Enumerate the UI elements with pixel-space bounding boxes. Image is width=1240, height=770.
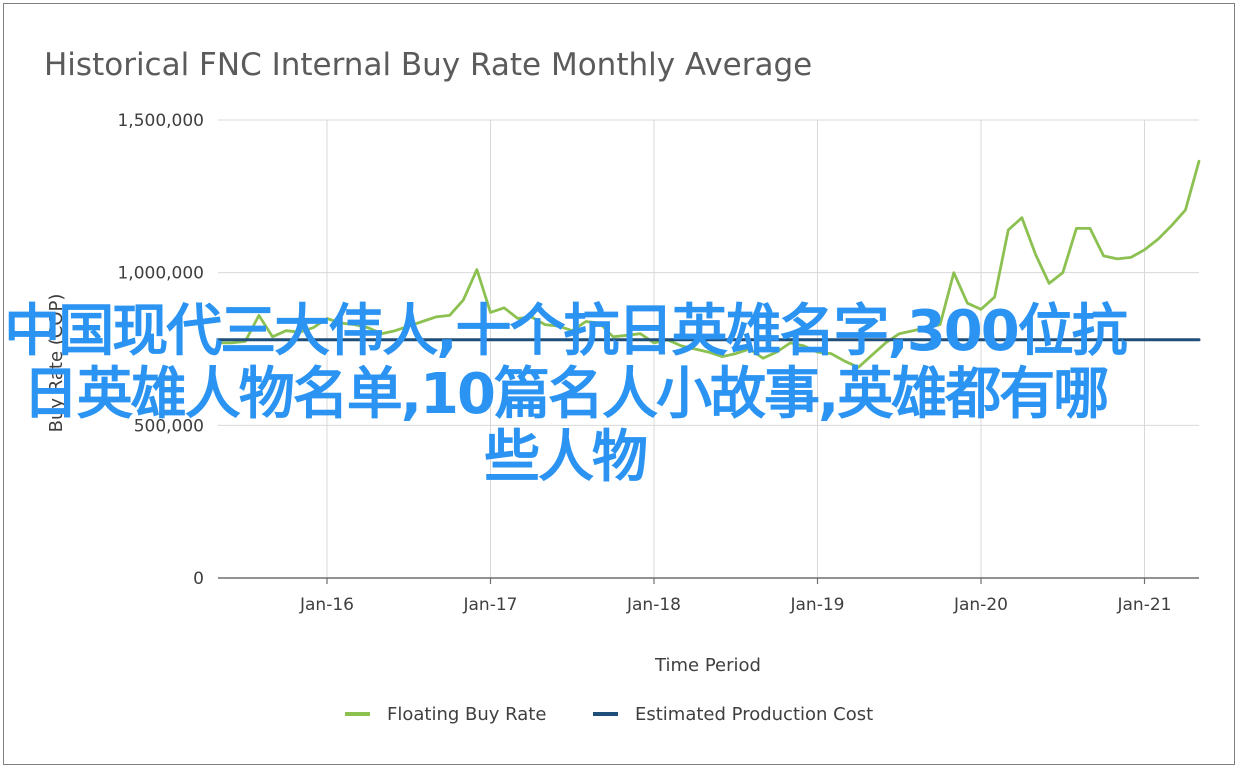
x-tick-label: Jan-19	[790, 595, 845, 615]
x-tick-label: Jan-16	[299, 595, 354, 615]
series-group	[216, 159, 1201, 369]
y-tick-label: 1,500,000	[117, 111, 204, 131]
grid-lines	[218, 119, 1199, 578]
x-axis-label: Time Period	[654, 655, 761, 676]
legend: Floating Buy Rate Estimated Production Co…	[345, 704, 873, 725]
chart-title: Historical FNC Internal Buy Rate Monthly…	[44, 47, 812, 83]
chart-frame	[3, 3, 1235, 765]
x-tick-label: Jan-20	[953, 595, 1008, 615]
y-tick-labels: 0 500,000 1,000,000 1,500,000	[117, 111, 204, 589]
y-tick-label: 0	[193, 569, 204, 589]
overlay-text: 中国现代三大伟人,十个抗日英雄名字,300位抗日英雄人物名单,10篇名人小故事,…	[4, 299, 1127, 490]
x-tick-label: Jan-17	[463, 595, 518, 615]
y-tick-label: 1,000,000	[117, 264, 204, 284]
y-axis-label: Buy Rate (COP)	[46, 294, 67, 433]
y-tick-label: 500,000	[134, 416, 204, 436]
x-tick-labels: Jan-16 Jan-17 Jan-18 Jan-19 Jan-20 Jan-21	[299, 578, 1171, 615]
legend-label: Floating Buy Rate	[387, 704, 546, 725]
x-tick-label: Jan-21	[1117, 595, 1172, 615]
x-tick-label: Jan-18	[626, 595, 681, 615]
floating-buy-rate-line	[216, 159, 1201, 369]
legend-label: Estimated Production Cost	[635, 704, 873, 725]
